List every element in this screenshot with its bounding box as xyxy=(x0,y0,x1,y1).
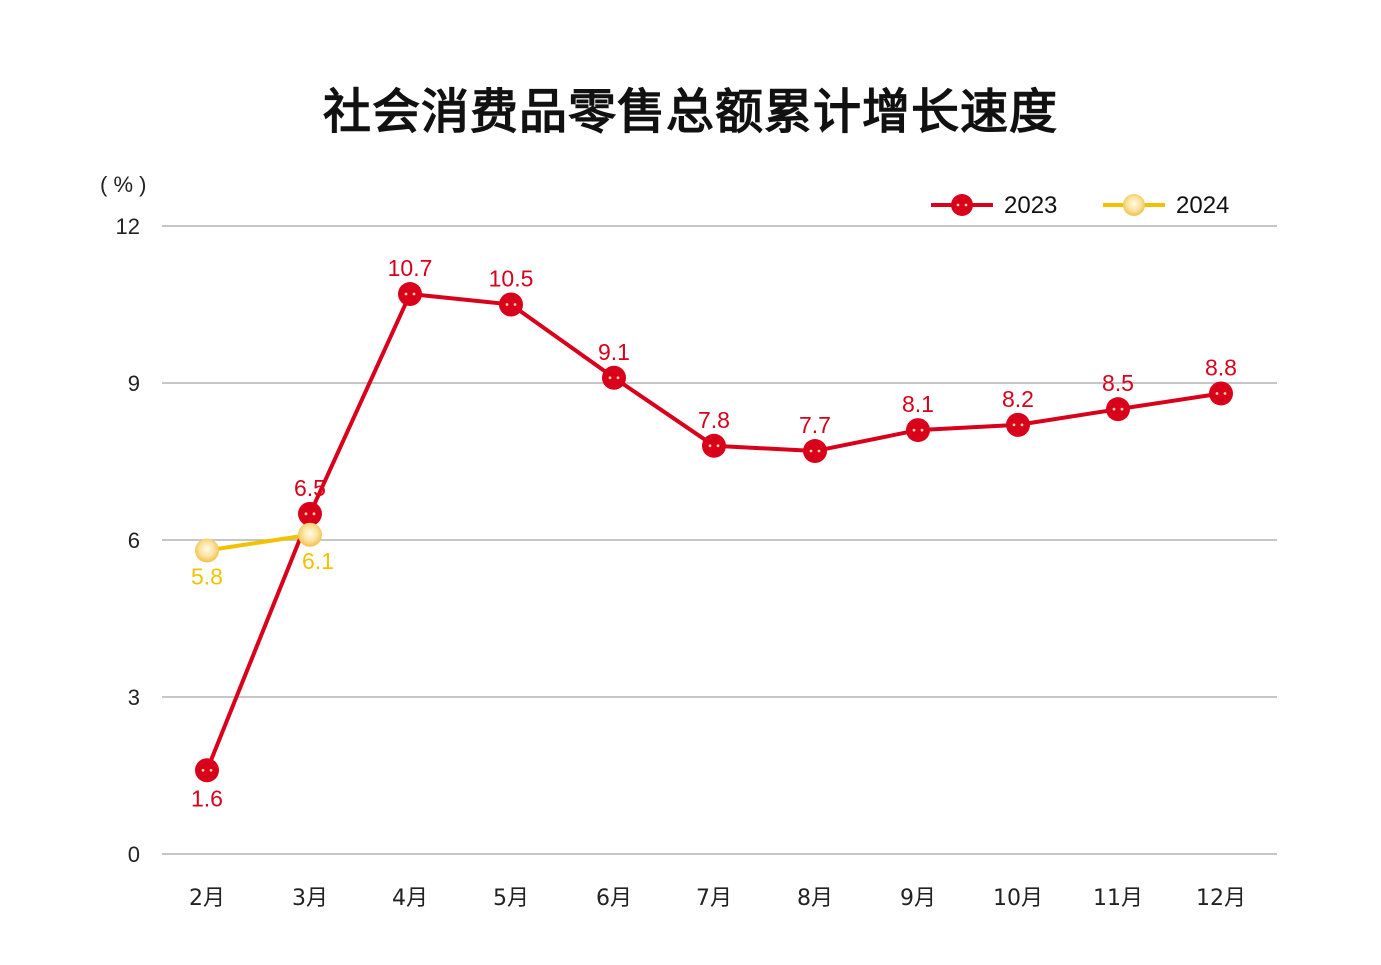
y-tick-label: 3 xyxy=(128,685,140,710)
y-tick-label: 9 xyxy=(128,371,140,396)
x-tick-label: 6月 xyxy=(596,886,632,911)
data-label-2023: 1.6 xyxy=(191,785,223,811)
data-label-2023: 8.1 xyxy=(902,391,934,417)
data-point-marker xyxy=(499,292,523,317)
y-tick-label: 6 xyxy=(128,528,140,553)
data-label-2023: 8.2 xyxy=(1002,386,1034,412)
y-tick-label: 0 xyxy=(128,842,140,867)
data-label-2023: 8.8 xyxy=(1205,354,1237,380)
y-unit-label: ( % ) xyxy=(100,172,146,197)
chart-title: 社会消费品零售总额累计增长速度 xyxy=(322,84,1058,140)
data-label-2023: 10.5 xyxy=(489,266,534,292)
x-tick-label: 5月 xyxy=(493,886,529,911)
legend-item-2023: 2023 xyxy=(931,192,1057,219)
data-point-marker xyxy=(702,433,726,458)
data-point-marker xyxy=(1123,194,1145,216)
data-label-2023: 9.1 xyxy=(598,339,630,365)
data-point-marker xyxy=(906,418,930,443)
data-point-marker xyxy=(803,439,827,464)
y-axis-ticks: 0 3 6 9 12 xyxy=(116,214,140,867)
x-tick-label: 10月 xyxy=(993,886,1043,911)
data-point-marker xyxy=(1006,412,1030,437)
x-tick-label: 12月 xyxy=(1196,886,1246,911)
data-label-2024: 6.1 xyxy=(302,548,334,574)
data-point-marker xyxy=(298,501,322,526)
x-tick-label: 2月 xyxy=(189,886,225,911)
data-label-2023: 7.8 xyxy=(698,407,730,433)
x-axis-ticks: 2月 3月 4月 5月 6月 7月 8月 9月 10月 11月 12月 xyxy=(189,886,1246,911)
data-point-marker xyxy=(602,365,626,390)
data-point-marker xyxy=(195,758,219,783)
legend-item-2024: 2024 xyxy=(1103,192,1229,219)
gridlines xyxy=(162,225,1277,855)
legend: 2023 2024 xyxy=(931,192,1229,219)
data-label-2024: 5.8 xyxy=(191,563,223,589)
data-point-marker xyxy=(1209,381,1233,406)
data-label-2023: 10.7 xyxy=(388,255,433,281)
series-line-2024 xyxy=(206,532,311,553)
data-label-2023: 6.5 xyxy=(294,475,326,501)
series-lines: 1.6 6.5 10.7 10.5 9.1 7.8 7.7 8.1 8.2 8.5 8.8 5.8 6.… xyxy=(191,255,1237,811)
data-label-2023: 8.5 xyxy=(1102,370,1134,396)
x-tick-label: 7月 xyxy=(696,886,732,911)
data-point-marker xyxy=(951,194,973,216)
data-point-marker xyxy=(1106,397,1130,422)
x-tick-label: 8月 xyxy=(797,886,833,911)
data-point-marker xyxy=(298,522,322,547)
x-tick-label: 3月 xyxy=(292,886,328,911)
x-tick-label: 11月 xyxy=(1093,886,1143,911)
series-line-2023 xyxy=(205,292,1222,772)
data-point-marker xyxy=(398,282,422,307)
x-tick-label: 4月 xyxy=(392,886,428,911)
y-tick-label: 12 xyxy=(116,214,140,239)
y-axis-unit-label: ( % ) xyxy=(100,172,146,197)
svg-text:2024: 2024 xyxy=(1176,192,1229,219)
data-point-marker xyxy=(195,538,219,563)
x-tick-label: 9月 xyxy=(900,886,936,911)
svg-text:2023: 2023 xyxy=(1004,192,1057,219)
data-label-2023: 7.7 xyxy=(799,412,831,438)
